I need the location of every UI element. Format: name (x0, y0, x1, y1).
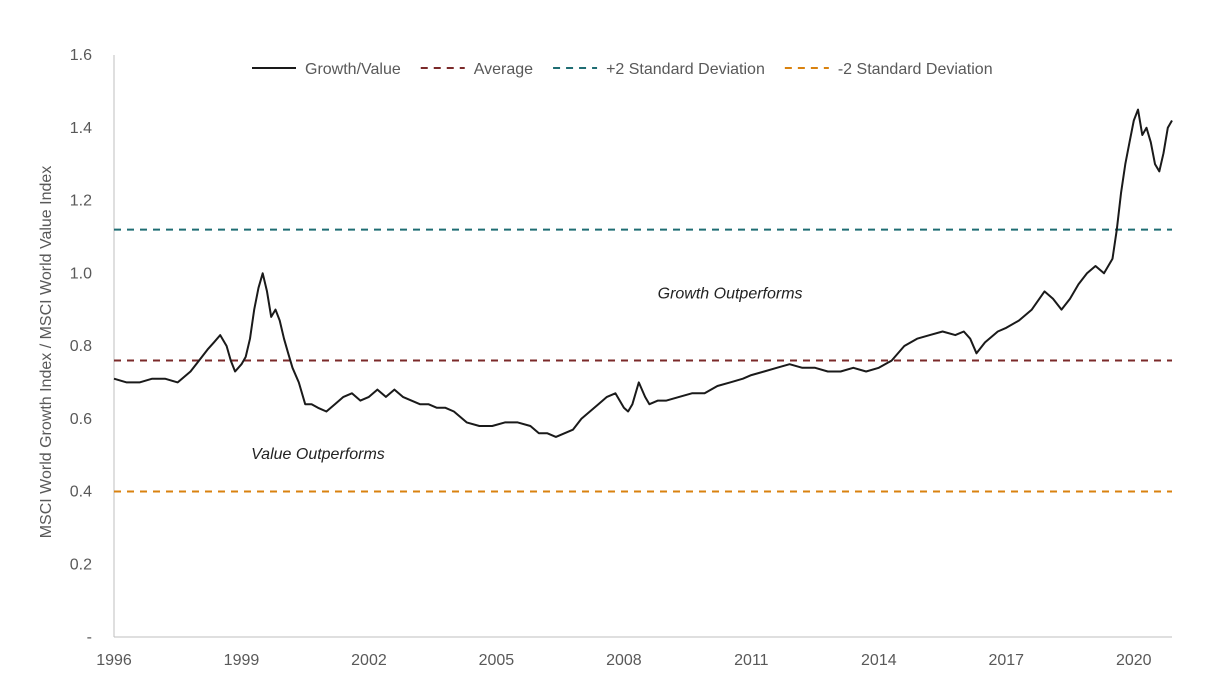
x-tick-label: 2014 (861, 652, 897, 669)
x-tick-label: 2011 (734, 652, 769, 669)
legend-item-2-standard-deviation: -2 Standard Deviation (784, 61, 993, 78)
x-tick-labels: 1996 1999 2002 2005 2008 2011 2014 2017 2020 (96, 652, 1151, 669)
y-axis-title: MSCI World Growth Index / MSCI World Val… (38, 166, 55, 539)
legend-label: Growth/Value (305, 61, 401, 78)
y-tick-labels: - 0.2 0.4 0.6 0.8 1.0 1.2 1.4 1.6 (70, 47, 92, 646)
y-tick-label: - (87, 629, 92, 646)
y-tick-label: 0.4 (70, 484, 92, 501)
legend-item-growth-value: Growth/Value (252, 61, 401, 78)
legend-item-average: Average (420, 61, 533, 78)
annotation-value-outperforms: Value Outperforms (251, 446, 385, 463)
y-tick-label: 1.4 (70, 120, 92, 137)
annotation-growth-outperforms: Growth Outperforms (658, 286, 803, 303)
series-layer (113, 108, 1173, 493)
legend-label: +2 Standard Deviation (606, 61, 765, 78)
axes (113, 55, 1172, 638)
x-tick-label: 1996 (96, 652, 132, 669)
y-tick-label: 0.8 (70, 338, 92, 355)
x-tick-label: 1999 (224, 652, 260, 669)
annotation-layer: Growth Outperforms Value Outperforms (251, 286, 802, 463)
series-line-growth-value (113, 108, 1173, 438)
y-tick-label: 0.6 (70, 411, 92, 428)
x-tick-label: 2017 (988, 652, 1024, 669)
legend: Growth/Value Average +2 Standard Deviation… (252, 61, 993, 78)
x-tick-label: 2002 (351, 652, 387, 669)
y-tick-label: 1.0 (70, 265, 92, 282)
x-tick-label: 2020 (1116, 652, 1152, 669)
x-tick-label: 2008 (606, 652, 642, 669)
y-tick-label: 0.2 (70, 556, 92, 573)
x-tick-label: 2005 (479, 652, 515, 669)
legend-item-2-standard-deviation: +2 Standard Deviation (553, 61, 765, 78)
y-tick-label: 1.2 (70, 193, 92, 210)
y-tick-label: 1.6 (70, 47, 92, 64)
legend-label: Average (474, 61, 533, 78)
legend-label: -2 Standard Deviation (838, 61, 993, 78)
